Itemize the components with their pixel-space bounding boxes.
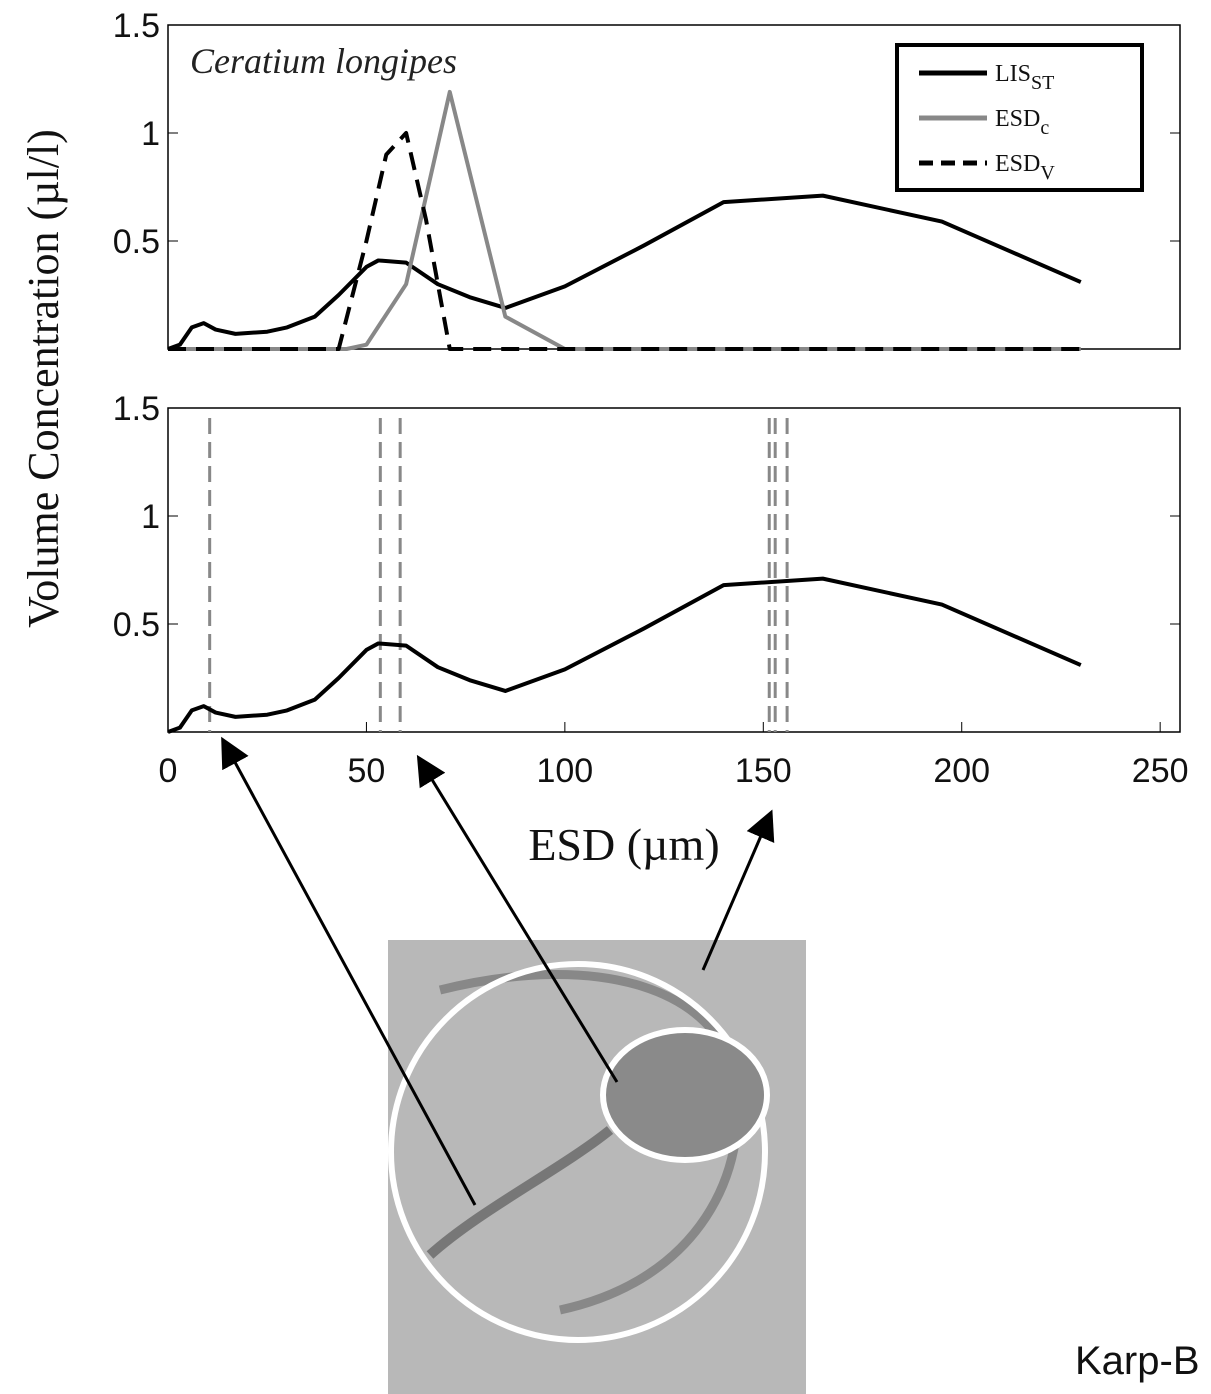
x-tick-label: 150 (735, 752, 792, 790)
y-tick-label: 1 (141, 115, 160, 153)
y-tick-label: 0.5 (113, 606, 160, 644)
y-tick-label: 1.5 (113, 390, 160, 428)
x-tick-label: 200 (933, 752, 990, 790)
y-tick-label: 1 (141, 498, 160, 536)
y-tick-label: 1.5 (113, 7, 160, 45)
plot-frame (167, 407, 1181, 733)
x-tick-label: 50 (348, 752, 386, 790)
series-line (167, 576, 1082, 734)
x-axis-label: ESD (µm) (528, 819, 719, 870)
organism-photo (388, 940, 806, 1394)
x-tick-label: 0 (159, 752, 178, 790)
series-line (168, 131, 1081, 351)
annotation: Ceratium longipes (190, 41, 457, 81)
x-tick-label: 100 (536, 752, 593, 790)
caption: Karp-B (1075, 1339, 1200, 1383)
series-line (167, 193, 1082, 351)
y-axis-label: Volume Concentration (µl/l) (19, 129, 68, 628)
arrows (221, 736, 775, 1206)
y-tick-label: 0.5 (113, 223, 160, 261)
x-tick-label: 250 (1132, 752, 1189, 790)
series-line (168, 89, 1081, 351)
